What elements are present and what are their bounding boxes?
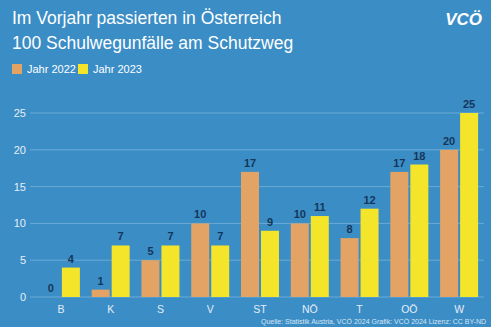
legend-swatch xyxy=(78,64,88,74)
y-tick-label: 5 xyxy=(20,254,26,266)
data-label: 25 xyxy=(463,98,475,110)
data-label: 0 xyxy=(48,282,54,294)
bar xyxy=(261,231,279,297)
y-tick-label: 20 xyxy=(14,144,26,156)
data-label: 10 xyxy=(194,208,206,220)
bar xyxy=(410,165,428,297)
data-label: 18 xyxy=(413,150,425,162)
data-label: 20 xyxy=(443,135,455,147)
bar xyxy=(92,290,110,297)
legend-label: Jahr 2023 xyxy=(93,63,142,75)
data-label: 17 xyxy=(244,157,256,169)
bar xyxy=(241,172,259,297)
bar xyxy=(440,150,458,297)
bar xyxy=(42,297,60,298)
legend-label: Jahr 2022 xyxy=(27,63,76,75)
data-label: 1 xyxy=(98,275,104,287)
background xyxy=(0,0,491,327)
legend-swatch xyxy=(12,64,22,74)
x-tick-label: K xyxy=(107,303,114,315)
y-tick-label: 25 xyxy=(14,107,26,119)
bar xyxy=(211,245,229,297)
bar xyxy=(390,172,408,297)
bar xyxy=(112,245,130,297)
bar xyxy=(141,260,159,297)
data-label: 9 xyxy=(267,216,273,228)
grid-line xyxy=(30,113,484,114)
data-label: 10 xyxy=(294,208,306,220)
chart: Im Vorjahr passierten in Österreich100 S… xyxy=(0,0,491,327)
bar xyxy=(291,223,309,297)
bar xyxy=(311,216,329,297)
title: Im Vorjahr passierten in Österreich100 S… xyxy=(12,8,293,53)
source: Quelle: Statistik Austria, VCÖ 2024 Graf… xyxy=(261,318,486,326)
x-tick-label: T xyxy=(356,303,363,315)
bar xyxy=(161,245,179,297)
logo: VCÖ xyxy=(445,10,482,29)
data-label: 4 xyxy=(68,253,75,265)
bar xyxy=(341,238,359,297)
y-tick-label: 15 xyxy=(14,181,26,193)
x-tick-label: V xyxy=(207,303,214,315)
y-tick-label: 0 xyxy=(20,291,26,303)
data-label: 8 xyxy=(346,223,352,235)
x-tick-label: OÖ xyxy=(401,303,417,315)
x-tick-label: B xyxy=(57,303,64,315)
y-tick-label: 10 xyxy=(14,217,26,229)
data-label: 7 xyxy=(217,230,223,242)
x-tick-label: W xyxy=(454,303,464,315)
bar xyxy=(191,223,209,297)
x-tick-label: S xyxy=(157,303,164,315)
data-label: 17 xyxy=(393,157,405,169)
data-label: 5 xyxy=(147,245,153,257)
data-label: 12 xyxy=(363,194,375,206)
bars xyxy=(62,113,478,297)
bar xyxy=(62,268,80,297)
data-label: 7 xyxy=(167,230,173,242)
bar xyxy=(460,113,478,297)
x-tick-label: NÖ xyxy=(302,303,318,315)
x-tick-label: ST xyxy=(253,303,267,315)
data-label: 7 xyxy=(118,230,124,242)
bar xyxy=(361,209,379,297)
data-label: 11 xyxy=(314,201,326,213)
